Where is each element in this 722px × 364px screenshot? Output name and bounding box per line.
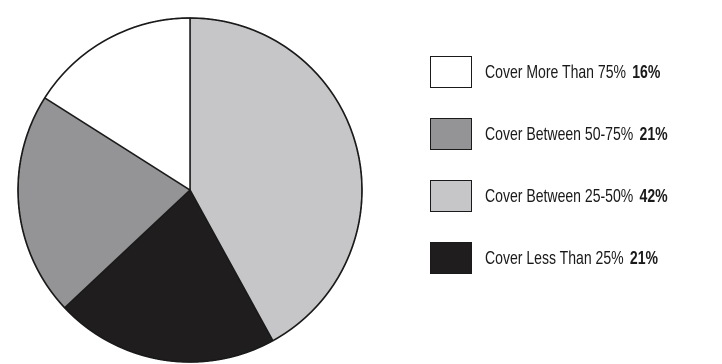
legend-label-less-than-25: Cover Less Than 25% xyxy=(485,248,624,268)
legend-value-25-50: 42% xyxy=(639,186,668,206)
legend-label-50-75: Cover Between 50-75% xyxy=(485,124,634,144)
legend-item-25-50: Cover Between 25-50% 42% xyxy=(430,180,722,214)
legend-label-25-50: Cover Between 25-50% xyxy=(485,186,634,206)
pie-outline xyxy=(17,17,363,363)
legend-item-more-than-75: Cover More Than 75% 16% xyxy=(430,56,722,90)
legend-swatch-less-than-25 xyxy=(430,242,472,274)
legend-value-more-than-75: 16% xyxy=(632,62,661,82)
legend-value-50-75: 21% xyxy=(639,124,668,144)
legend-swatch-50-75 xyxy=(430,118,472,150)
legend-item-50-75: Cover Between 50-75% 21% xyxy=(430,118,722,152)
legend-label-more-than-75: Cover More Than 75% xyxy=(485,62,626,82)
legend-item-less-than-25: Cover Less Than 25% 21% xyxy=(430,242,722,276)
legend-swatch-more-than-75 xyxy=(430,56,472,88)
legend-value-less-than-25: 21% xyxy=(629,248,659,268)
legend-swatch-25-50 xyxy=(430,180,472,212)
